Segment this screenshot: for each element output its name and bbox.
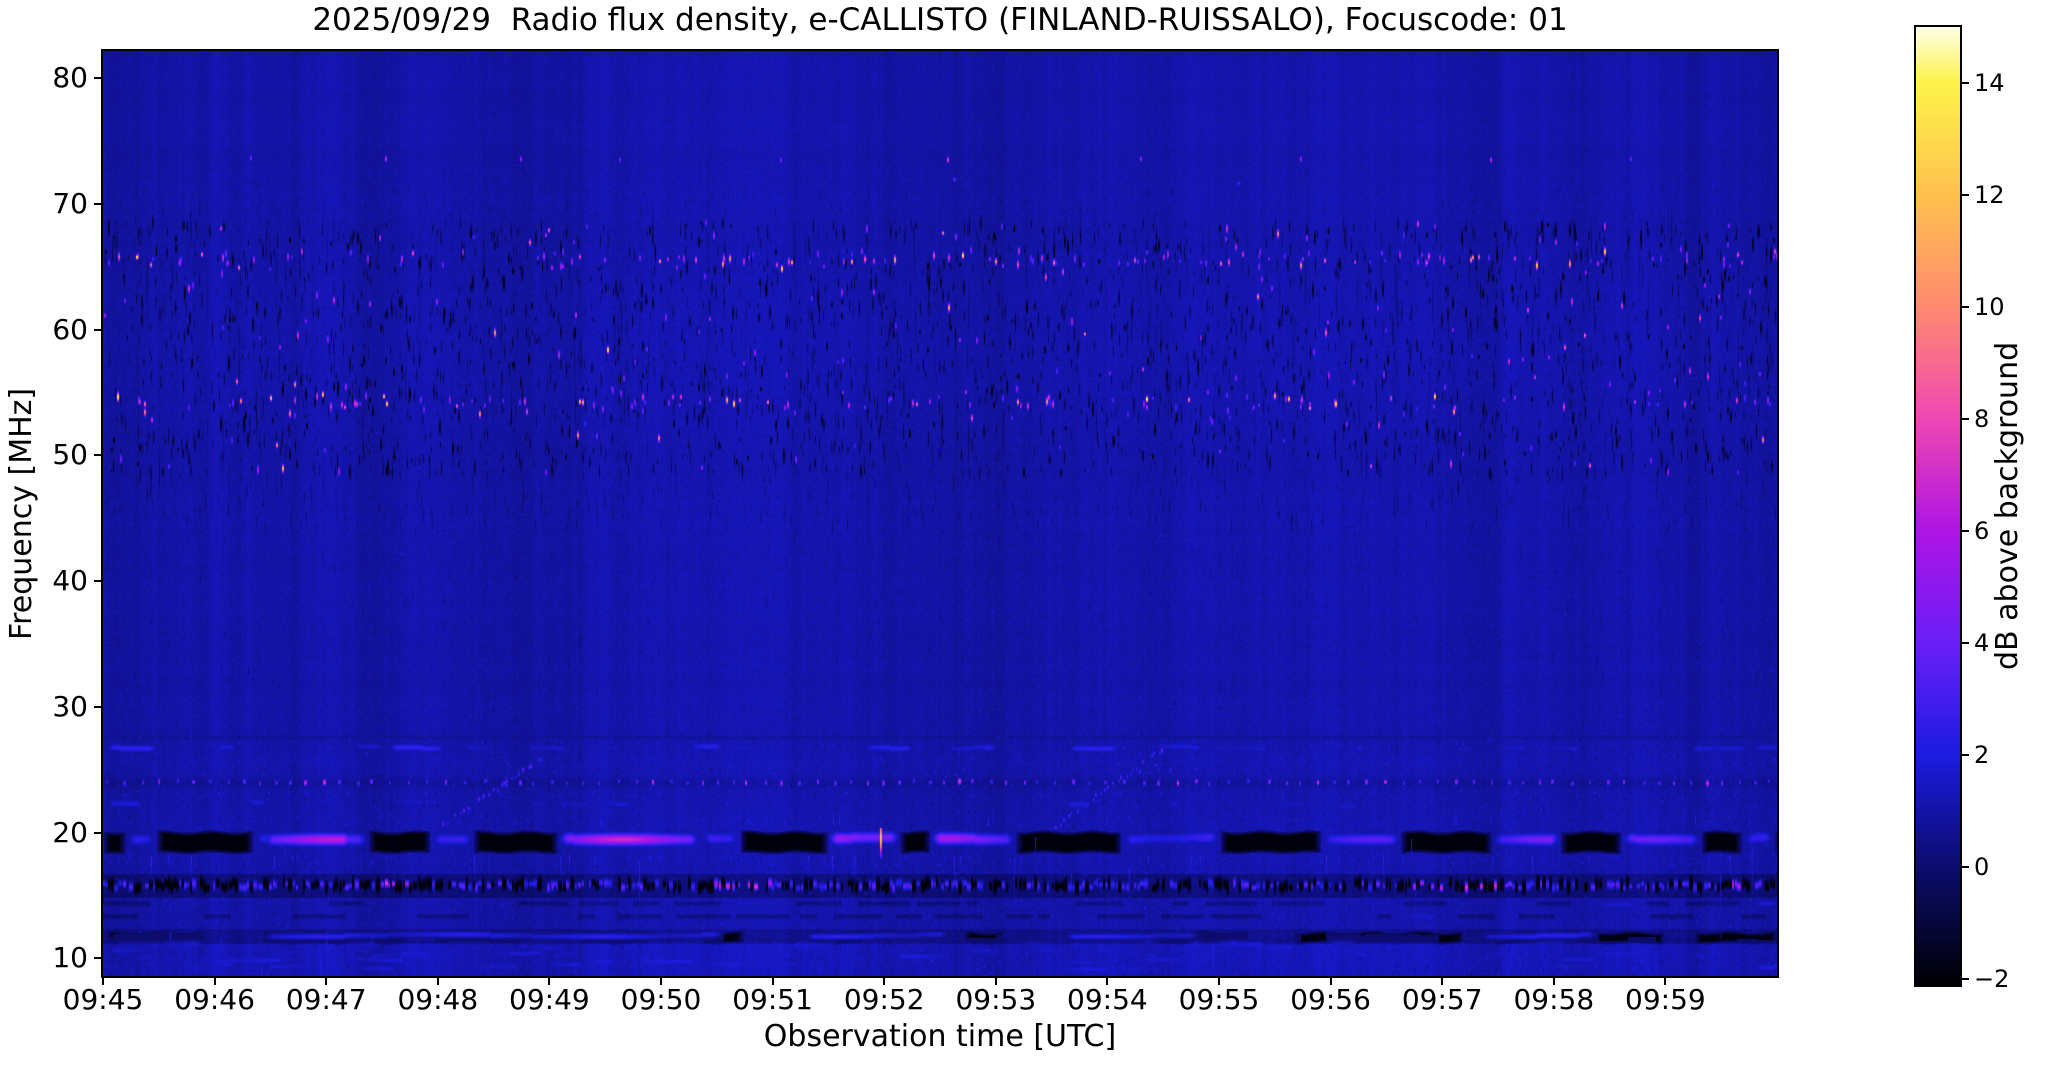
colorbar-tick-label: 14 xyxy=(1974,69,2005,98)
y-tick-mark xyxy=(94,705,103,708)
x-tick-mark xyxy=(1329,976,1332,985)
y-tick-label: 80 xyxy=(52,61,88,95)
x-tick-label: 09:55 xyxy=(1178,983,1260,1016)
y-tick-label: 10 xyxy=(52,941,88,975)
x-tick-label: 09:51 xyxy=(732,983,813,1016)
x-tick-label: 09:47 xyxy=(285,983,367,1016)
colorbar-tick-mark xyxy=(1961,866,1969,869)
x-tick-mark xyxy=(102,976,104,985)
x-tick-label: 09:53 xyxy=(955,983,1037,1016)
colorbar-tick-mark xyxy=(1961,418,1969,421)
x-tick-label: 09:56 xyxy=(1290,983,1371,1016)
x-tick-mark xyxy=(213,976,216,985)
x-tick-label: 09:58 xyxy=(1513,983,1595,1016)
y-tick-mark xyxy=(94,580,103,583)
y-tick-mark xyxy=(94,328,103,331)
y-tick-label: 70 xyxy=(52,186,88,220)
colorbar-tick-label: 2 xyxy=(1974,741,1990,770)
x-tick-mark xyxy=(883,976,886,985)
colorbar-tick-label: 4 xyxy=(1974,629,1990,658)
x-tick-mark xyxy=(994,976,997,985)
x-tick-label: 09:57 xyxy=(1401,983,1483,1016)
x-tick-mark xyxy=(436,976,439,985)
colorbar-tick-mark xyxy=(1961,642,1969,645)
y-tick-mark xyxy=(94,202,103,205)
colorbar-tick-mark xyxy=(1961,82,1969,85)
colorbar-tick-label: 12 xyxy=(1974,181,2005,210)
colorbar-label: dB above background xyxy=(1990,341,2025,671)
x-tick-mark xyxy=(660,976,662,985)
x-tick-label: 09:45 xyxy=(62,983,144,1016)
x-tick-mark xyxy=(1664,976,1667,985)
x-axis-label: Observation time [UTC] xyxy=(763,1019,1117,1054)
x-tick-mark xyxy=(771,976,774,985)
x-tick-mark xyxy=(1441,976,1444,985)
y-axis-label: Frequency [MHz] xyxy=(4,387,39,640)
colorbar-tick-label: 8 xyxy=(1974,405,1990,434)
y-tick-mark xyxy=(94,77,103,80)
colorbar-tick-mark xyxy=(1961,754,1969,757)
colorbar-tick-mark xyxy=(1961,978,1969,981)
y-tick-label: 60 xyxy=(52,312,88,346)
colorbar-tick-label: 10 xyxy=(1974,293,2005,322)
x-tick-label: 09:54 xyxy=(1067,983,1148,1016)
colorbar-tick-label: 6 xyxy=(1974,517,1990,546)
y-tick-label: 30 xyxy=(52,689,88,723)
x-tick-mark xyxy=(1106,976,1109,985)
y-tick-mark xyxy=(94,454,103,457)
y-tick-label: 50 xyxy=(52,438,88,472)
x-tick-label: 09:46 xyxy=(174,983,255,1016)
y-tick-mark xyxy=(94,957,103,960)
colorbar-tick-label: 0 xyxy=(1974,853,1990,882)
x-tick-mark xyxy=(1218,976,1220,985)
colorbar-tick-mark xyxy=(1961,306,1969,309)
y-tick-label: 40 xyxy=(52,564,88,598)
x-tick-label: 09:48 xyxy=(397,983,479,1016)
plot-area xyxy=(101,49,1779,978)
x-tick-label: 09:52 xyxy=(843,983,925,1016)
x-tick-mark xyxy=(548,976,551,985)
colorbar-gradient xyxy=(1916,27,1960,985)
chart-title: 2025/09/29 Radio flux density, e-CALLIST… xyxy=(312,2,1568,38)
x-tick-label: 09:59 xyxy=(1625,983,1706,1016)
y-tick-mark xyxy=(94,831,103,834)
colorbar-tick-mark xyxy=(1961,194,1969,197)
x-tick-mark xyxy=(1552,976,1555,985)
x-tick-label: 09:49 xyxy=(509,983,590,1016)
colorbar-tick-label: −2 xyxy=(1974,965,2010,994)
x-tick-label: 09:50 xyxy=(620,983,702,1016)
colorbar xyxy=(1914,25,1962,987)
y-tick-label: 20 xyxy=(52,815,88,849)
spectrogram-canvas xyxy=(103,51,1777,976)
colorbar-tick-mark xyxy=(1961,530,1969,533)
x-tick-mark xyxy=(325,976,328,985)
